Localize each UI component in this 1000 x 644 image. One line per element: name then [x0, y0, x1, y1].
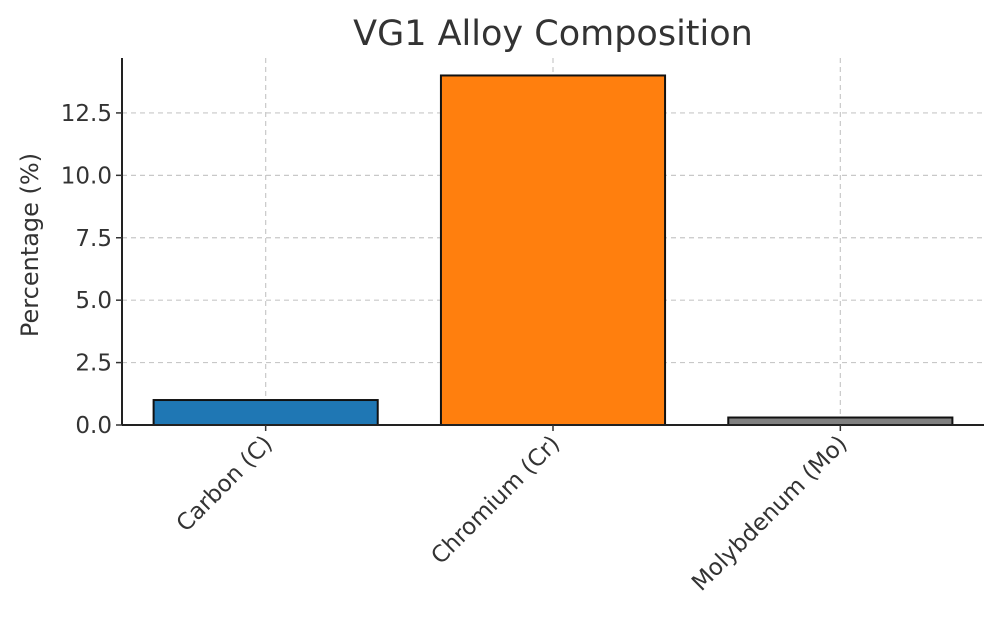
- y-tick-label: 5.0: [75, 288, 112, 314]
- y-axis-label: Percentage (%): [16, 153, 44, 337]
- x-tick-label: Carbon (C): [172, 431, 278, 537]
- bar-carbon-c: [152, 399, 379, 427]
- bar-molybdenum-mo: [727, 416, 954, 426]
- y-ticks: 0.0 2.5 5.0 7.5 10.0 12.5: [61, 101, 122, 439]
- bar-chromium-cr: [439, 74, 667, 426]
- x-tick-label: Molybdenum (Mo): [687, 431, 852, 596]
- x-ticks: Carbon (C) Chromium (Cr) Molybdenum (Mo): [172, 425, 853, 596]
- y-tick-label: 10.0: [61, 163, 112, 189]
- y-tick-label: 2.5: [75, 351, 112, 377]
- bars: [152, 74, 954, 427]
- y-tick-label: 7.5: [75, 226, 112, 252]
- chart-title: VG1 Alloy Composition: [353, 14, 753, 54]
- x-tick-label: Chromium (Cr): [426, 431, 565, 570]
- y-tick-label: 12.5: [61, 101, 112, 127]
- y-tick-label: 0.0: [75, 413, 112, 439]
